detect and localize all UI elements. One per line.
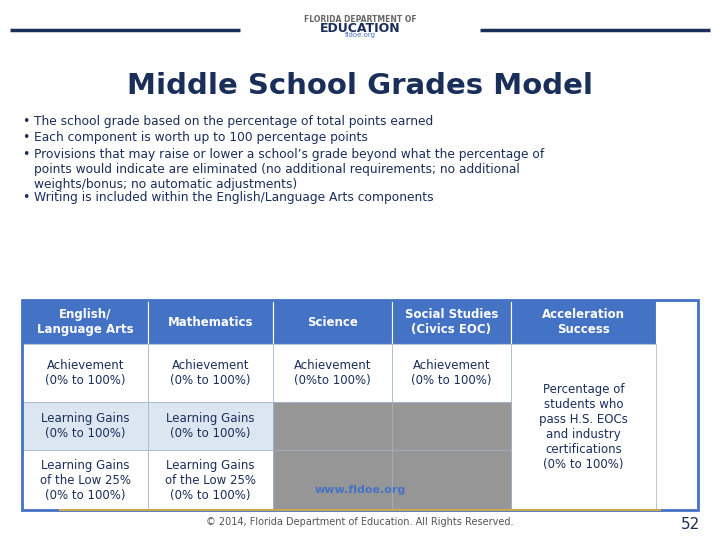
Bar bbox=[22, 344, 148, 402]
Text: Writing is included within the English/Language Arts components: Writing is included within the English/L… bbox=[34, 192, 433, 205]
Bar bbox=[510, 344, 656, 510]
Text: Percentage of
students who
pass H.S. EOCs
and industry
certifications
(0% to 100: Percentage of students who pass H.S. EOC… bbox=[539, 383, 628, 471]
Text: Achievement
(0% to 100%): Achievement (0% to 100%) bbox=[171, 359, 251, 387]
Text: •: • bbox=[22, 115, 30, 128]
Text: EDUCATION: EDUCATION bbox=[320, 22, 400, 35]
Text: Learning Gains
(0% to 100%): Learning Gains (0% to 100%) bbox=[166, 412, 255, 440]
Bar bbox=[148, 402, 273, 450]
Text: Achievement
(0% to 100%): Achievement (0% to 100%) bbox=[45, 359, 125, 387]
Bar bbox=[392, 344, 510, 402]
Bar bbox=[22, 300, 698, 510]
Bar bbox=[148, 344, 273, 402]
Bar bbox=[22, 300, 148, 344]
Bar bbox=[392, 450, 510, 510]
Text: The school grade based on the percentage of total points earned: The school grade based on the percentage… bbox=[34, 115, 433, 128]
Text: fldoe.org: fldoe.org bbox=[344, 32, 376, 38]
Text: Provisions that may raise or lower a school’s grade beyond what the percentage o: Provisions that may raise or lower a sch… bbox=[34, 148, 544, 191]
Text: Science: Science bbox=[307, 315, 358, 328]
Text: © 2014, Florida Department of Education. All Rights Reserved.: © 2014, Florida Department of Education.… bbox=[206, 517, 514, 527]
Text: •: • bbox=[22, 132, 30, 145]
Text: Acceleration
Success: Acceleration Success bbox=[542, 308, 625, 336]
Bar bbox=[273, 402, 392, 450]
Text: Learning Gains
of the Low 25%
(0% to 100%): Learning Gains of the Low 25% (0% to 100… bbox=[40, 458, 131, 502]
Text: Middle School Grades Model: Middle School Grades Model bbox=[127, 72, 593, 100]
Text: Achievement
(0%to 100%): Achievement (0%to 100%) bbox=[294, 359, 371, 387]
Bar bbox=[148, 300, 273, 344]
Bar bbox=[273, 300, 392, 344]
Text: •: • bbox=[22, 192, 30, 205]
Text: FLORIDA DEPARTMENT OF: FLORIDA DEPARTMENT OF bbox=[304, 15, 416, 24]
Bar bbox=[22, 450, 148, 510]
Bar bbox=[148, 450, 273, 510]
Text: Learning Gains
(0% to 100%): Learning Gains (0% to 100%) bbox=[41, 412, 130, 440]
Text: www.fldoe.org: www.fldoe.org bbox=[315, 485, 405, 495]
Text: Mathematics: Mathematics bbox=[168, 315, 253, 328]
Text: English/
Language Arts: English/ Language Arts bbox=[37, 308, 133, 336]
Bar bbox=[273, 450, 392, 510]
Bar bbox=[273, 344, 392, 402]
Bar bbox=[392, 402, 510, 450]
Text: Learning Gains
of the Low 25%
(0% to 100%): Learning Gains of the Low 25% (0% to 100… bbox=[165, 458, 256, 502]
Bar bbox=[392, 300, 510, 344]
Text: Social Studies
(Civics EOC): Social Studies (Civics EOC) bbox=[405, 308, 498, 336]
Text: 52: 52 bbox=[680, 517, 700, 532]
Bar bbox=[22, 402, 148, 450]
Text: •: • bbox=[22, 148, 30, 161]
Text: Achievement
(0% to 100%): Achievement (0% to 100%) bbox=[411, 359, 492, 387]
Bar bbox=[510, 300, 656, 344]
Text: Each component is worth up to 100 percentage points: Each component is worth up to 100 percen… bbox=[34, 132, 368, 145]
